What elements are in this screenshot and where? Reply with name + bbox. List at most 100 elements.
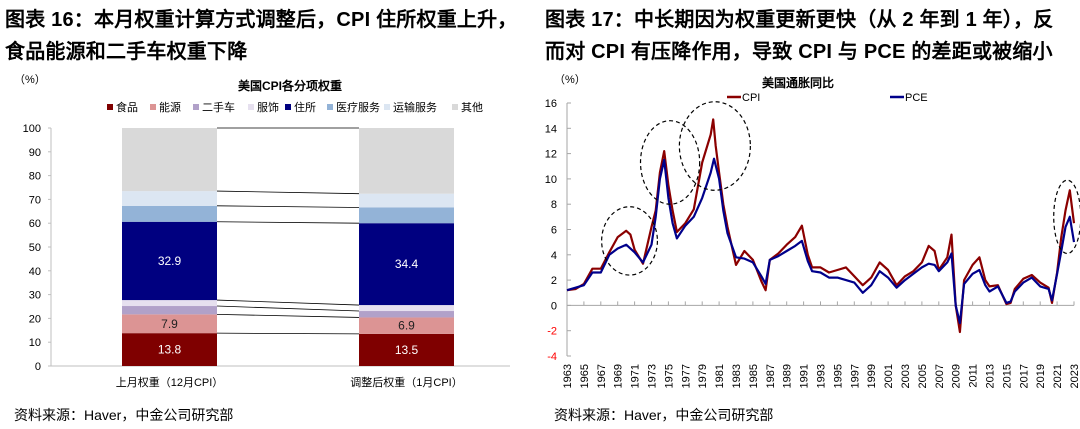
y-tick-label: 20 [29,313,41,325]
figure-16-title-line-1: 图表 16：本月权重计算方式调整后，CPI 住所权重上升， [5,9,518,31]
x-tick-label: 1983 [731,364,743,388]
connector-line [216,190,360,195]
bar-segment [122,300,217,307]
x-category-label: 调整后权重（1月CPI） [350,375,462,389]
bar-segment [122,333,217,366]
x-axis-labels: 上月权重（12月CPI） 调整后权重（1月CPI） [116,375,463,389]
y-tick-label: 8 [551,199,557,211]
legend: CPI PCE [727,92,928,104]
y-tick-label: 50 [29,242,41,254]
legend-label: CPI [742,92,760,104]
legend-swatch [384,104,390,110]
legend-item: 服饰 [248,100,279,114]
legend-swatch [193,104,199,110]
bar-segment [359,333,454,366]
y-tick-label: 14 [545,123,557,135]
source-note: 资料来源：Haver，中金公司研究部 [14,407,234,423]
x-tick-label: 2009 [951,364,963,388]
figure-17-title: 图表 17：中长期因为权重更新更快（从 2 年到 1 年），反 而对 CPI 有… [545,4,1075,68]
y-tick-label: 0 [551,300,557,312]
y-tick-label: 12 [545,149,557,161]
legend-item: CPI [727,92,760,104]
legend-item: 医疗服务 [327,100,380,114]
y-tick-label: 30 [29,290,41,302]
left-figure-panel: 图表 16：本月权重计算方式调整后，CPI 住所权重上升， 食品能源和二手车权重… [5,4,535,423]
data-label: 13.8 [158,343,182,357]
y-tick-label: -4 [547,351,557,363]
series-line-cpi [566,118,1076,334]
axes: -4 -2 0 2 4 6 8 10 12 14 16 1963 1965 1967 1969 1971 197… [545,98,1080,388]
x-tick-label: 2013 [985,364,997,388]
x-tick-label: 1973 [647,364,659,388]
bar-segment [122,314,217,334]
x-tick-label: 1993 [816,364,828,388]
x-tick-label: 1997 [849,364,861,388]
x-tick-label: 1999 [866,364,878,388]
figure-16-title: 图表 16：本月权重计算方式调整后，CPI 住所权重上升， 食品能源和二手车权重… [5,4,535,68]
y-tick-label: 2 [551,275,557,287]
x-category-label: 上月权重（12月CPI） [116,375,224,389]
x-tick-label: 1967 [596,364,608,388]
bar-segment [359,223,454,306]
x-tick-label: 1995 [832,364,844,388]
connector-line [216,221,360,224]
y-tick-label: 16 [545,98,557,110]
figure-17-title-line-2: 而对 CPI 有压降作用，导致 CPI 与 PCE 的差距或被缩小 [545,41,1053,63]
bar-segment [122,306,217,315]
legend-swatch [452,104,458,110]
legend-swatch [150,104,156,110]
cpi-weights-stacked-bar-chart: （%） 美国CPI各分项权重 食品 能源 二手车 服饰 住所 医疗服务 运输服务 其他 0 10… [14,73,510,389]
legend-item: 其他 [452,101,483,114]
x-tick-label: 1985 [748,364,760,388]
legend-swatch [248,104,254,110]
legend-item: PCE [890,92,928,104]
figure-17-title-line-1: 图表 17：中长期因为权重更新更快（从 2 年到 1 年），反 [545,9,1054,31]
bars: 13.8 7.9 32.9 13.5 6.9 34.4 [122,128,454,366]
legend-item: 住所 [285,100,316,114]
x-tick-label: 2011 [968,364,980,388]
legend-item: 能源 [150,100,181,114]
x-tick-label: 1963 [562,364,574,388]
bar-segment [122,205,217,222]
connector-line [216,299,360,306]
x-tick-label: 2001 [883,364,895,388]
y-tick-label: 100 [23,123,41,135]
y-tick-label: 70 [29,194,41,206]
data-label: 34.4 [395,257,419,271]
data-label: 7.9 [161,317,178,331]
dashed-ellipse-annotation [639,120,701,205]
legend-swatch [327,104,333,110]
bar-segment [359,193,454,208]
connector-line [216,313,360,318]
bar-segment [122,221,217,301]
legend-label: 服饰 [257,100,279,114]
series-line-pce [566,157,1076,325]
chart-title: 美国通胀同比 [762,75,834,90]
figure-16-title-line-2: 食品能源和二手车权重下降 [5,41,248,63]
x-tick-label: 2021 [1052,364,1064,388]
legend-label: PCE [905,92,928,104]
bar-segment [359,311,454,318]
legend-item: 二手车 [193,100,235,114]
us-inflation-yoy-line-chart: （%） 美国通胀同比 CPI PCE -4 -2 0 2 4 6 8 10 12 14 16 1963 1… [545,73,1080,388]
data-label: 6.9 [398,319,415,333]
legend-item: 运输服务 [384,100,437,114]
legend-label: 二手车 [202,100,235,114]
x-tick-label: 1987 [765,364,777,388]
x-tick-label: 2017 [1018,364,1030,388]
series-lines [566,118,1076,334]
connector-lines [216,127,360,335]
y-tick-label: 4 [551,250,557,262]
y-tick-label: 80 [29,171,41,183]
x-tick-label: 1971 [630,364,642,388]
x-tick-label: 1975 [663,364,675,388]
y-tick-label: 6 [551,225,557,237]
bar-segment [122,191,217,206]
y-tick-label: 60 [29,218,41,230]
dashed-ellipse-annotation [678,101,751,191]
legend-label: 食品 [116,100,138,114]
bar-segment [359,317,454,334]
legend-swatch [285,104,291,110]
y-tick-label: 40 [29,266,41,278]
x-tick-label: 2019 [1035,364,1047,388]
